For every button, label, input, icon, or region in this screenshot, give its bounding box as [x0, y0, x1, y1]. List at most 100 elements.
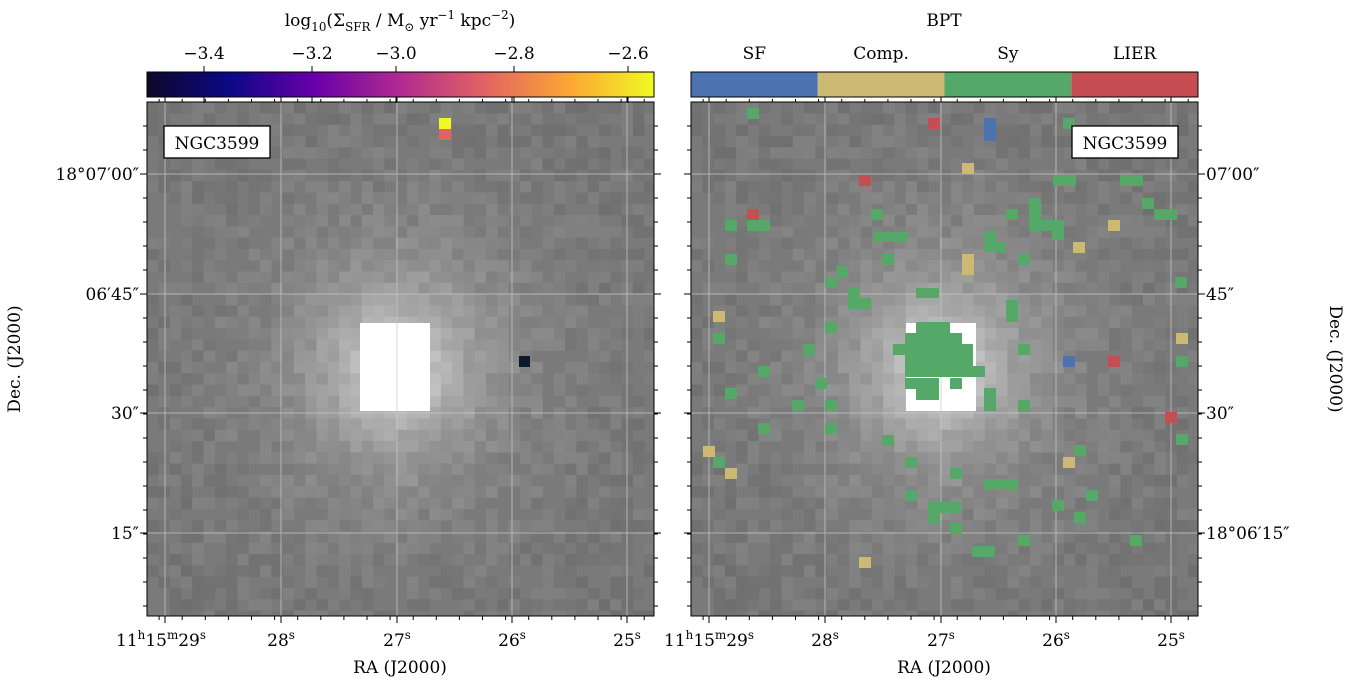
object-label-box: [1071, 125, 1179, 159]
bpt-pixel: [1074, 445, 1086, 456]
bpt-pixel: [916, 288, 939, 298]
bpt-pixel: [905, 457, 917, 468]
sfr-pixel: [439, 118, 451, 129]
bpt-pixel: [874, 232, 908, 242]
bpt-pixel: [905, 355, 973, 366]
y-tick-label: 06′45″: [86, 285, 139, 305]
object-label: NGC3599: [1083, 134, 1168, 154]
bpt-pixel: [950, 468, 962, 479]
bpt-pixel: [1018, 400, 1030, 411]
colorbar-tick-label: −2.6: [607, 44, 648, 64]
bpt-pixel: [984, 118, 996, 141]
bpt-pixel: [792, 400, 804, 411]
bpt-pixel: [848, 298, 860, 309]
y-tick-label: 07′00″: [1206, 165, 1259, 185]
bpt-pixel: [1120, 175, 1143, 186]
x-tick-label: 28s​: [811, 628, 839, 651]
bpt-pixel: [1063, 118, 1075, 129]
bpt-pixel: [1029, 198, 1041, 221]
bpt-pixel: [994, 242, 1006, 253]
bpt-category-label: SF: [743, 44, 767, 64]
bpt-pixel: [747, 220, 770, 231]
bpt-pixel: [916, 389, 939, 400]
bpt-pixel: [916, 322, 950, 333]
bpt-pixel: [962, 254, 974, 275]
y-tick-label: 30″: [111, 404, 139, 424]
bpt-pixel: [1176, 356, 1188, 367]
x-tick-label: 26s​: [1042, 628, 1070, 651]
bpt-pixel: [1130, 535, 1142, 546]
x-axis-label: RA (J2000): [353, 658, 447, 678]
bpt-pixel: [859, 298, 871, 309]
bpt-pixel: [825, 322, 837, 333]
bpt-pixel: [1073, 242, 1085, 253]
bpt-pixel: [747, 108, 759, 119]
bpt-pixel: [938, 502, 961, 513]
x-tick-label: 25s​: [1157, 628, 1185, 651]
bpt-pixel: [893, 344, 973, 355]
y-axis-label: Dec. (J2000): [1325, 305, 1345, 412]
bpt-category-label: Comp.: [853, 44, 909, 64]
bpt-pixel: [803, 344, 815, 355]
bpt-pixel: [1018, 344, 1030, 355]
bpt-pixel: [1176, 333, 1188, 344]
x-tick-label: 26s​: [498, 628, 526, 651]
bpt-pixel: [815, 378, 827, 389]
bpt-pixel: [950, 378, 962, 389]
x-axis-label: RA (J2000): [897, 658, 991, 678]
bpt-pixel: [825, 277, 837, 288]
bpt-pixel: [905, 490, 917, 501]
bpt-colorbar: SF Comp. Sy LIER BPT: [690, 11, 1199, 98]
bpt-pixel: [1154, 209, 1177, 220]
sfr-pixel: [439, 129, 451, 140]
bpt-pixel: [1029, 220, 1063, 231]
y-tick-label: 15″: [111, 524, 139, 544]
bpt-pixel: [725, 388, 737, 399]
y-tick-label: 18°06′15″: [1206, 524, 1290, 544]
bpt-pixel: [928, 502, 940, 523]
left-panel: NGC3599 −3.4 −3.2 −3.0 −2.8 −2.6 log10​(ΣSFR…: [5, 8, 661, 678]
bpt-pixel: [928, 118, 940, 129]
colorbar-tick-label: −3.4: [183, 44, 224, 64]
bpt-pixel: [825, 423, 837, 434]
bpt-pixel: [1063, 457, 1075, 468]
bpt-pixel: [725, 468, 737, 479]
bpt-pixel: [882, 435, 894, 446]
bpt-pixel: [905, 366, 985, 377]
bpt-pixel: [1176, 434, 1188, 445]
bpt-pixel: [747, 209, 759, 220]
bpt-pixel: [1006, 300, 1018, 322]
bpt-pixel: [882, 254, 894, 265]
x-tick-label: 11h​15m​29s​: [116, 628, 206, 651]
bpt-pixel: [758, 366, 770, 377]
right-image: [691, 102, 1198, 616]
bpt-pixel: [859, 175, 871, 186]
y-tick-label: 18°07′00″: [55, 165, 139, 185]
bpt-pixel: [1165, 412, 1177, 423]
bpt-pixel: [950, 523, 962, 534]
colorbar-title: BPT: [926, 11, 962, 31]
bpt-pixel: [713, 311, 725, 322]
bpt-pixel: [1018, 535, 1030, 546]
x-tick-label: 28s​: [267, 628, 295, 651]
bpt-pixel: [725, 220, 737, 231]
x-tick-label: 27s​: [383, 628, 411, 651]
colorbar-tick-label: −2.8: [493, 44, 534, 64]
bpt-pixel: [905, 333, 962, 344]
object-label-box: [163, 125, 271, 159]
bpt-pixel: [1053, 175, 1076, 186]
bpt-pixel: [962, 163, 974, 174]
bpt-pixel: [713, 457, 725, 468]
bpt-pixel: [1052, 500, 1064, 511]
y-tick-label: 30″: [1206, 404, 1234, 424]
bpt-pixel: [859, 557, 871, 568]
bpt-category-swatch: [944, 72, 1072, 97]
bpt-category-label: LIER: [1113, 44, 1157, 64]
bpt-pixel: [1108, 356, 1120, 367]
bpt-category-swatch: [1071, 72, 1198, 97]
y-tick-label: 45″: [1206, 285, 1234, 305]
bpt-category-swatch: [691, 72, 818, 97]
bpt-pixel: [1175, 277, 1187, 288]
bpt-pixel: [1142, 198, 1154, 209]
right-panel: NGC3599 SF Comp. Sy LIER BPT Dec. (J2000) 0…: [664, 11, 1345, 678]
